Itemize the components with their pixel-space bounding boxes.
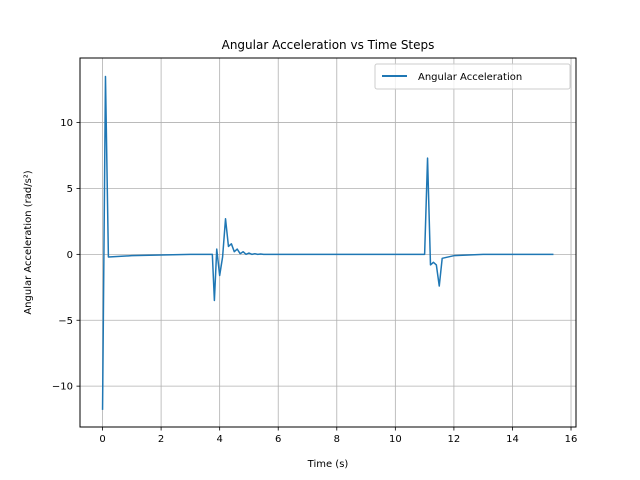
grid-lines	[80, 58, 576, 427]
y-axis-label: Angular Acceleration (rad/s²)	[23, 170, 34, 314]
legend: Angular Acceleration	[374, 63, 571, 90]
x-tick-label: 14	[506, 434, 519, 445]
x-tick-label: 4	[216, 434, 222, 445]
y-tick-label: 0	[67, 250, 73, 261]
y-tick-label: −5	[58, 316, 73, 327]
x-tick-label: 16	[565, 434, 578, 445]
legend-entry-label: Angular Acceleration	[418, 72, 522, 83]
series-line-angular-acceleration	[101, 75, 554, 410]
x-tick-label: 12	[448, 434, 461, 445]
x-tick-label: 2	[158, 434, 164, 445]
plot-frame	[79, 57, 577, 428]
y-tick-label: −10	[52, 382, 73, 393]
y-tick-label: 5	[67, 184, 73, 195]
x-axis-label: Time (s)	[307, 459, 349, 470]
ticks: 0 2 4 6 8 10 12 14 16 −10 −5 0 5 10	[52, 118, 577, 445]
y-tick-label: 10	[60, 118, 73, 129]
x-tick-label: 6	[275, 434, 281, 445]
series-layer	[101, 75, 554, 410]
legend-box	[374, 63, 571, 90]
chart-title: Angular Acceleration vs Time Steps	[222, 38, 435, 52]
x-tick-label: 8	[334, 434, 340, 445]
x-tick-label: 10	[389, 434, 402, 445]
x-tick-label: 0	[99, 434, 105, 445]
